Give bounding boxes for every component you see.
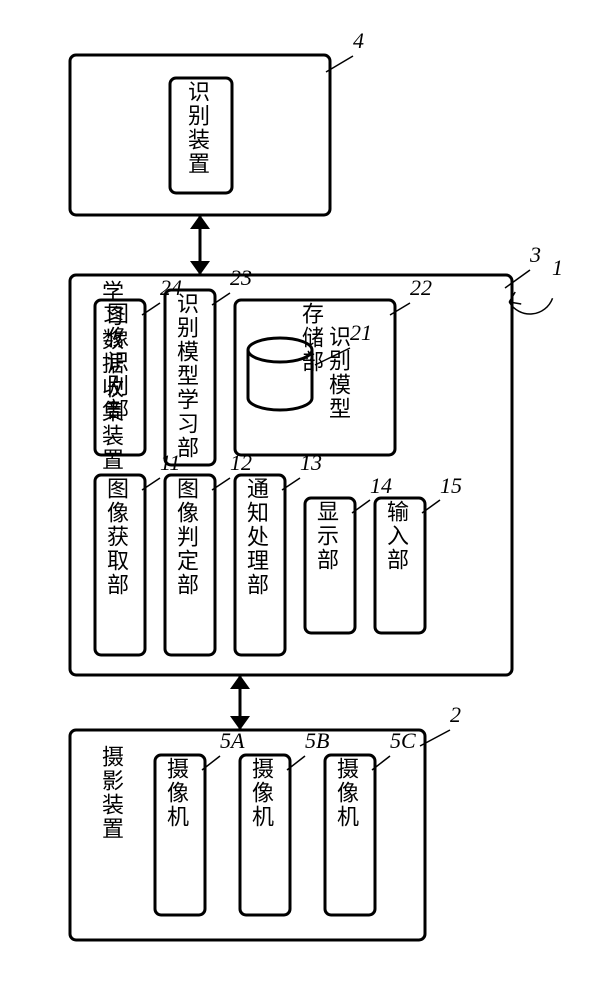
ref-recognition_device: 4 <box>353 28 364 53</box>
label-input: 输入部 <box>380 500 412 572</box>
ref-rec-model: 21 <box>350 320 372 345</box>
label-img_rec: 图像识别部 <box>100 302 132 422</box>
label-notify: 通知处理部 <box>240 477 272 597</box>
ref-storage: 22 <box>410 275 432 300</box>
label-rec_label_box: 识别装置 <box>181 80 213 176</box>
ref-system: 1 <box>552 255 563 280</box>
ref-learning_device: 3 <box>529 242 541 267</box>
ref-input: 15 <box>440 473 462 498</box>
ref-display: 14 <box>370 473 392 498</box>
ref-model_learn: 23 <box>230 265 252 290</box>
ref-camera_device: 2 <box>450 702 461 727</box>
